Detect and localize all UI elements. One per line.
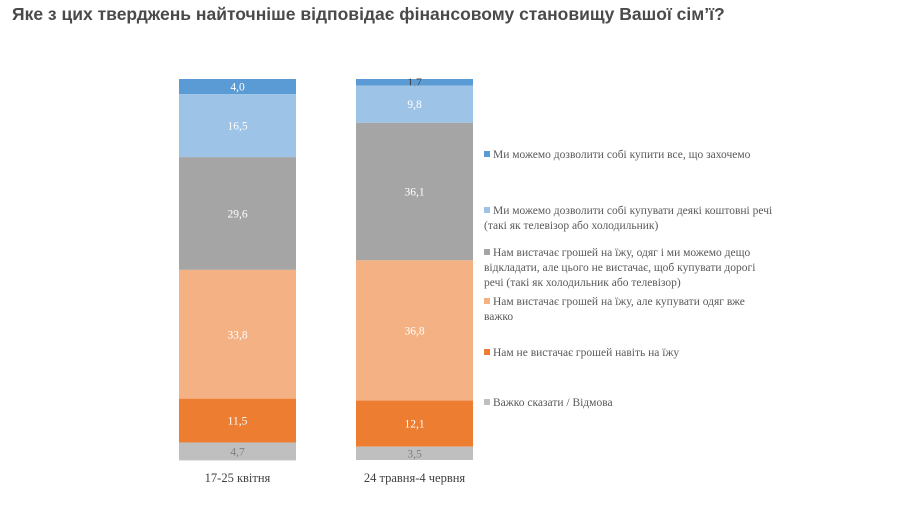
data-label: 12,1 <box>404 419 424 431</box>
legend-item: Ми можемо дозволити собі купити все, що … <box>484 148 774 163</box>
legend-marker <box>484 349 490 355</box>
legend-item: Нам вистачає грошей на їжу, але купувати… <box>484 295 774 325</box>
bar-segment <box>179 94 296 158</box>
legend-item: Важко сказати / Відмова <box>484 396 774 411</box>
category-label: 24 травня-4 червня <box>364 471 466 485</box>
data-label: 11,5 <box>228 416 248 428</box>
data-label: 33,8 <box>227 329 247 341</box>
bar-segment <box>179 442 296 461</box>
legend-label: Нам не вистачає грошей навіть на їжу <box>493 347 680 359</box>
legend-label: Ми можемо дозволити собі купити все, що … <box>493 149 751 161</box>
legend-item: Нам вистачає грошей на їжу, одяг і ми мо… <box>484 246 774 291</box>
legend-label: Ми можемо дозволити собі купувати деякі … <box>484 205 773 232</box>
legend-marker <box>484 249 490 255</box>
legend-item: Ми можемо дозволити собі купувати деякі … <box>484 204 774 234</box>
data-label: 9,8 <box>407 99 422 111</box>
bar-segment <box>356 85 473 123</box>
bar-segment <box>179 157 296 270</box>
legend-marker <box>484 151 490 157</box>
data-label: 16,5 <box>227 121 247 133</box>
legend-marker <box>484 207 490 213</box>
data-label: 29,6 <box>227 208 247 220</box>
bar-segment <box>179 269 296 399</box>
bar-segment <box>356 79 473 86</box>
legend-label: Важко сказати / Відмова <box>493 397 613 409</box>
legend-item: Нам не вистачає грошей навіть на їжу <box>484 346 774 361</box>
legend-marker <box>484 399 490 405</box>
bar-segment <box>356 122 473 261</box>
data-label: 36,1 <box>404 187 424 199</box>
data-label: 4,7 <box>230 446 245 458</box>
data-label: 3,5 <box>407 448 422 460</box>
data-label: 4,0 <box>230 82 245 94</box>
bar-segment <box>356 400 473 447</box>
bar-segment <box>179 79 296 95</box>
legend-label: Нам вистачає грошей на їжу, але купувати… <box>484 296 745 323</box>
data-label: 36,8 <box>404 325 424 337</box>
legend-marker <box>484 298 490 304</box>
bar-segment <box>179 398 296 443</box>
legend-label: Нам вистачає грошей на їжу, одяг і ми мо… <box>484 247 756 289</box>
bar-segment <box>356 260 473 401</box>
category-label: 17-25 квітня <box>205 471 271 485</box>
bar-segment <box>356 446 473 460</box>
chart-title: Яке з цих тверджень найточніше відповіда… <box>12 4 725 24</box>
